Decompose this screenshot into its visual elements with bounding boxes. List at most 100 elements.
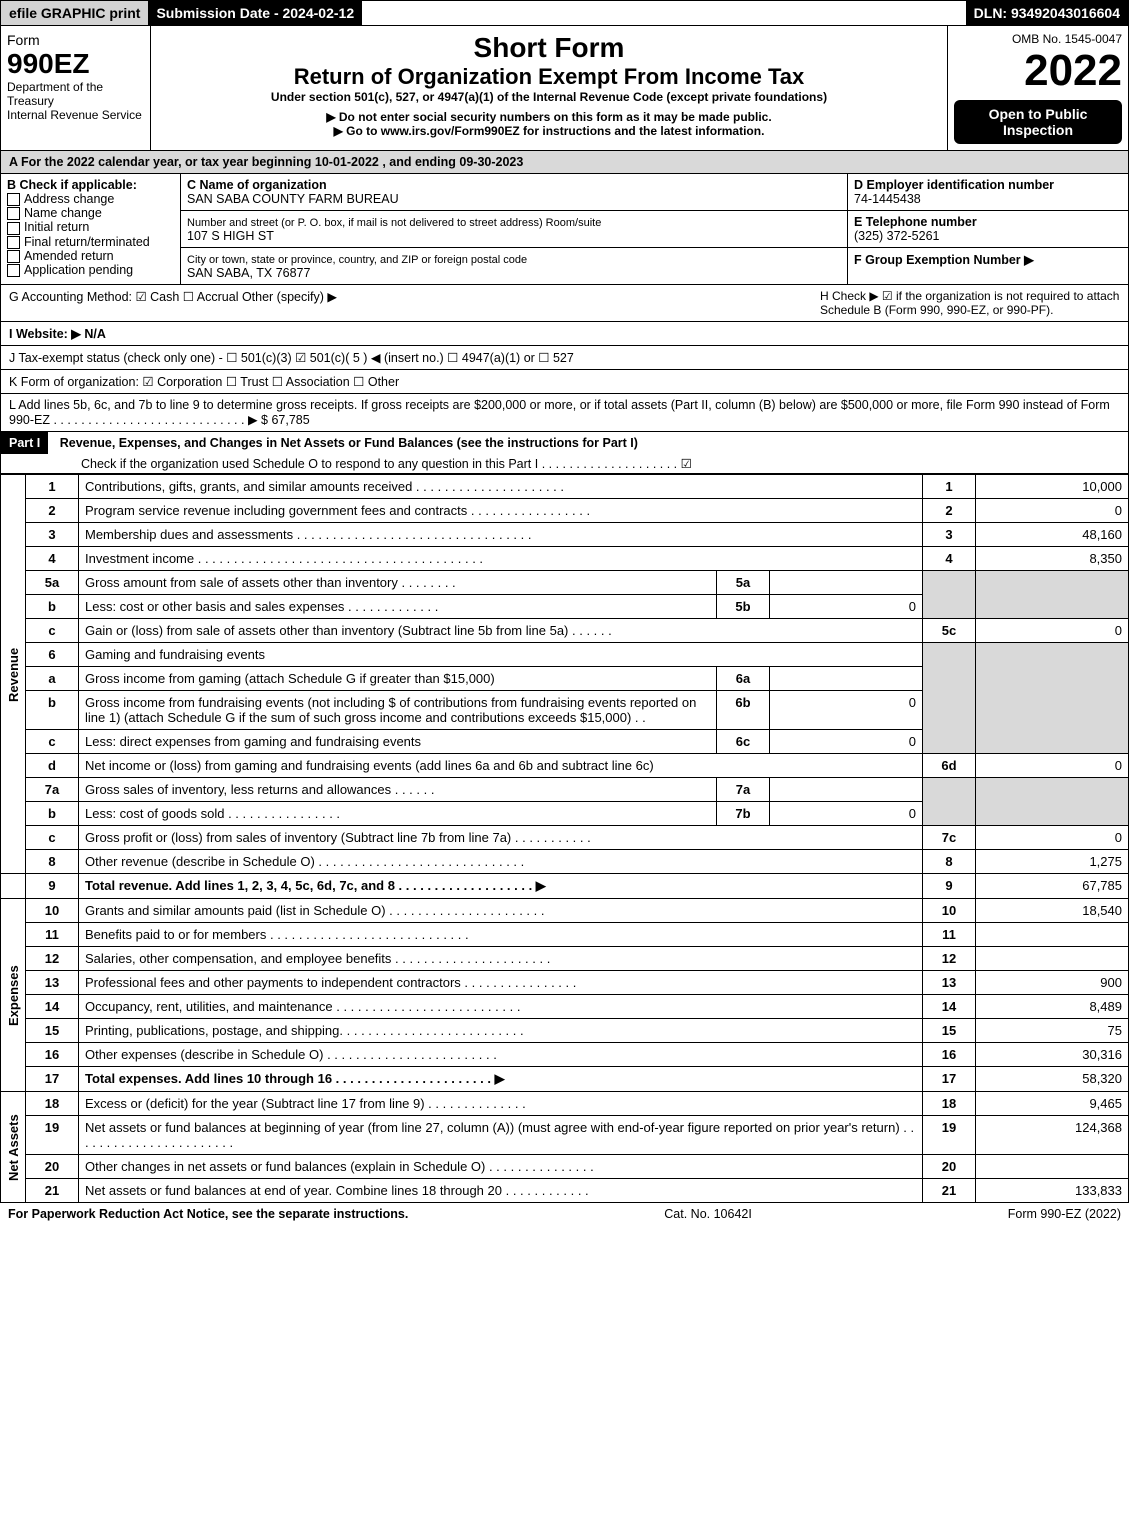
d-label: D Employer identification number [854, 178, 1054, 192]
row-desc: Other revenue (describe in Schedule O) .… [79, 850, 923, 874]
row-num: 14 [26, 995, 79, 1019]
expenses-section-label: Expenses [1, 899, 26, 1092]
row-col: 10 [923, 899, 976, 923]
form-word: Form [7, 32, 144, 48]
row-desc: Program service revenue including govern… [79, 499, 923, 523]
row-num: 21 [26, 1179, 79, 1203]
row-col: 3 [923, 523, 976, 547]
tax-year: 2022 [954, 46, 1122, 96]
under-section-note: Under section 501(c), 527, or 4947(a)(1)… [157, 90, 941, 104]
row-amt: 10,000 [976, 475, 1129, 499]
part1-heading: Revenue, Expenses, and Changes in Net As… [52, 436, 638, 450]
part1-label: Part I [1, 432, 48, 454]
row-num: 12 [26, 947, 79, 971]
c-label: C Name of organization [187, 178, 327, 192]
row-desc: Contributions, gifts, grants, and simila… [79, 475, 923, 499]
row-num: b [26, 595, 79, 619]
row-num: a [26, 667, 79, 691]
title-cell: Short Form Return of Organization Exempt… [151, 26, 948, 150]
omb-number: OMB No. 1545-0047 [954, 32, 1122, 46]
section-b: B Check if applicable: Address change Na… [1, 174, 181, 284]
row-desc: Gross sales of inventory, less returns a… [79, 778, 717, 802]
row-desc: Other expenses (describe in Schedule O) … [79, 1043, 923, 1067]
row-desc: Net assets or fund balances at beginning… [79, 1116, 923, 1155]
row-col: 8 [923, 850, 976, 874]
shaded-cell [923, 778, 976, 826]
e-label: E Telephone number [854, 215, 977, 229]
part1-check-note: Check if the organization used Schedule … [1, 454, 1128, 473]
row-desc: Net income or (loss) from gaming and fun… [79, 754, 923, 778]
row-amt: 48,160 [976, 523, 1129, 547]
row-num: 18 [26, 1092, 79, 1116]
checkbox-amended-return[interactable]: Amended return [7, 249, 174, 263]
row-desc: Net assets or fund balances at end of ye… [79, 1179, 923, 1203]
row-desc: Gaming and fundraising events [79, 643, 923, 667]
form-number: 990EZ [7, 48, 144, 80]
row-num: 17 [26, 1067, 79, 1092]
row-desc: Other changes in net assets or fund bala… [79, 1155, 923, 1179]
sub-amt: 0 [770, 802, 923, 826]
ssn-warning: ▶ Do not enter social security numbers o… [157, 110, 941, 124]
row-amt: 124,368 [976, 1116, 1129, 1155]
short-form-title: Short Form [157, 32, 941, 64]
checkbox-address-change[interactable]: Address change [7, 192, 174, 206]
row-col: 20 [923, 1155, 976, 1179]
line-k: K Form of organization: ☑ Corporation ☐ … [0, 370, 1129, 394]
section-c: C Name of organization SAN SABA COUNTY F… [181, 174, 848, 284]
line-l: L Add lines 5b, 6c, and 7b to line 9 to … [0, 394, 1129, 432]
goto-link[interactable]: ▶ Go to www.irs.gov/Form990EZ for instru… [157, 124, 941, 138]
shaded-cell [976, 778, 1129, 826]
sub-label: 7b [717, 802, 770, 826]
shaded-cell [923, 571, 976, 619]
row-desc: Benefits paid to or for members . . . . … [79, 923, 923, 947]
sub-label: 5b [717, 595, 770, 619]
row-amt: 1,275 [976, 850, 1129, 874]
row-col: 4 [923, 547, 976, 571]
checkbox-initial-return[interactable]: Initial return [7, 220, 174, 234]
checkbox-name-change[interactable]: Name change [7, 206, 174, 220]
checkbox-application-pending[interactable]: Application pending [7, 263, 174, 277]
row-amt: 9,465 [976, 1092, 1129, 1116]
org-info-grid: B Check if applicable: Address change Na… [0, 174, 1129, 285]
net-assets-section-label: Net Assets [1, 1092, 26, 1203]
row-desc: Printing, publications, postage, and shi… [79, 1019, 923, 1043]
line-i: I Website: ▶ N/A [0, 322, 1129, 346]
row-num: 4 [26, 547, 79, 571]
row-amt: 30,316 [976, 1043, 1129, 1067]
row-desc: Membership dues and assessments . . . . … [79, 523, 923, 547]
row-amt: 75 [976, 1019, 1129, 1043]
row-num: 15 [26, 1019, 79, 1043]
row-num: c [26, 826, 79, 850]
ein: 74-1445438 [854, 192, 921, 206]
checkbox-final-return[interactable]: Final return/terminated [7, 235, 174, 249]
row-num: 3 [26, 523, 79, 547]
row-desc: Professional fees and other payments to … [79, 971, 923, 995]
submission-date: Submission Date - 2024-02-12 [148, 1, 362, 25]
org-name: SAN SABA COUNTY FARM BUREAU [187, 192, 399, 206]
sub-amt: 0 [770, 595, 923, 619]
row-num: c [26, 730, 79, 754]
city-state-zip: SAN SABA, TX 76877 [187, 266, 310, 280]
street-address: 107 S HIGH ST [187, 229, 274, 243]
form-header: Form 990EZ Department of the Treasury In… [0, 26, 1129, 151]
row-num: 19 [26, 1116, 79, 1155]
sub-label: 7a [717, 778, 770, 802]
efile-print-button[interactable]: efile GRAPHIC print [1, 1, 148, 25]
row-col: 14 [923, 995, 976, 1019]
shaded-cell [976, 571, 1129, 619]
line-g-h: G Accounting Method: ☑ Cash ☐ Accrual Ot… [0, 285, 1129, 322]
row-col: 1 [923, 475, 976, 499]
sub-label: 6c [717, 730, 770, 754]
row-amt: 0 [976, 499, 1129, 523]
row-col: 12 [923, 947, 976, 971]
sub-amt [770, 571, 923, 595]
telephone: (325) 372-5261 [854, 229, 939, 243]
row-num: 13 [26, 971, 79, 995]
line-g: G Accounting Method: ☑ Cash ☐ Accrual Ot… [9, 289, 820, 317]
row-amt: 900 [976, 971, 1129, 995]
row-col: 17 [923, 1067, 976, 1092]
row-amt: 0 [976, 754, 1129, 778]
row-desc: Gross profit or (loss) from sales of inv… [79, 826, 923, 850]
row-desc: Gain or (loss) from sale of assets other… [79, 619, 923, 643]
row-num: 6 [26, 643, 79, 667]
